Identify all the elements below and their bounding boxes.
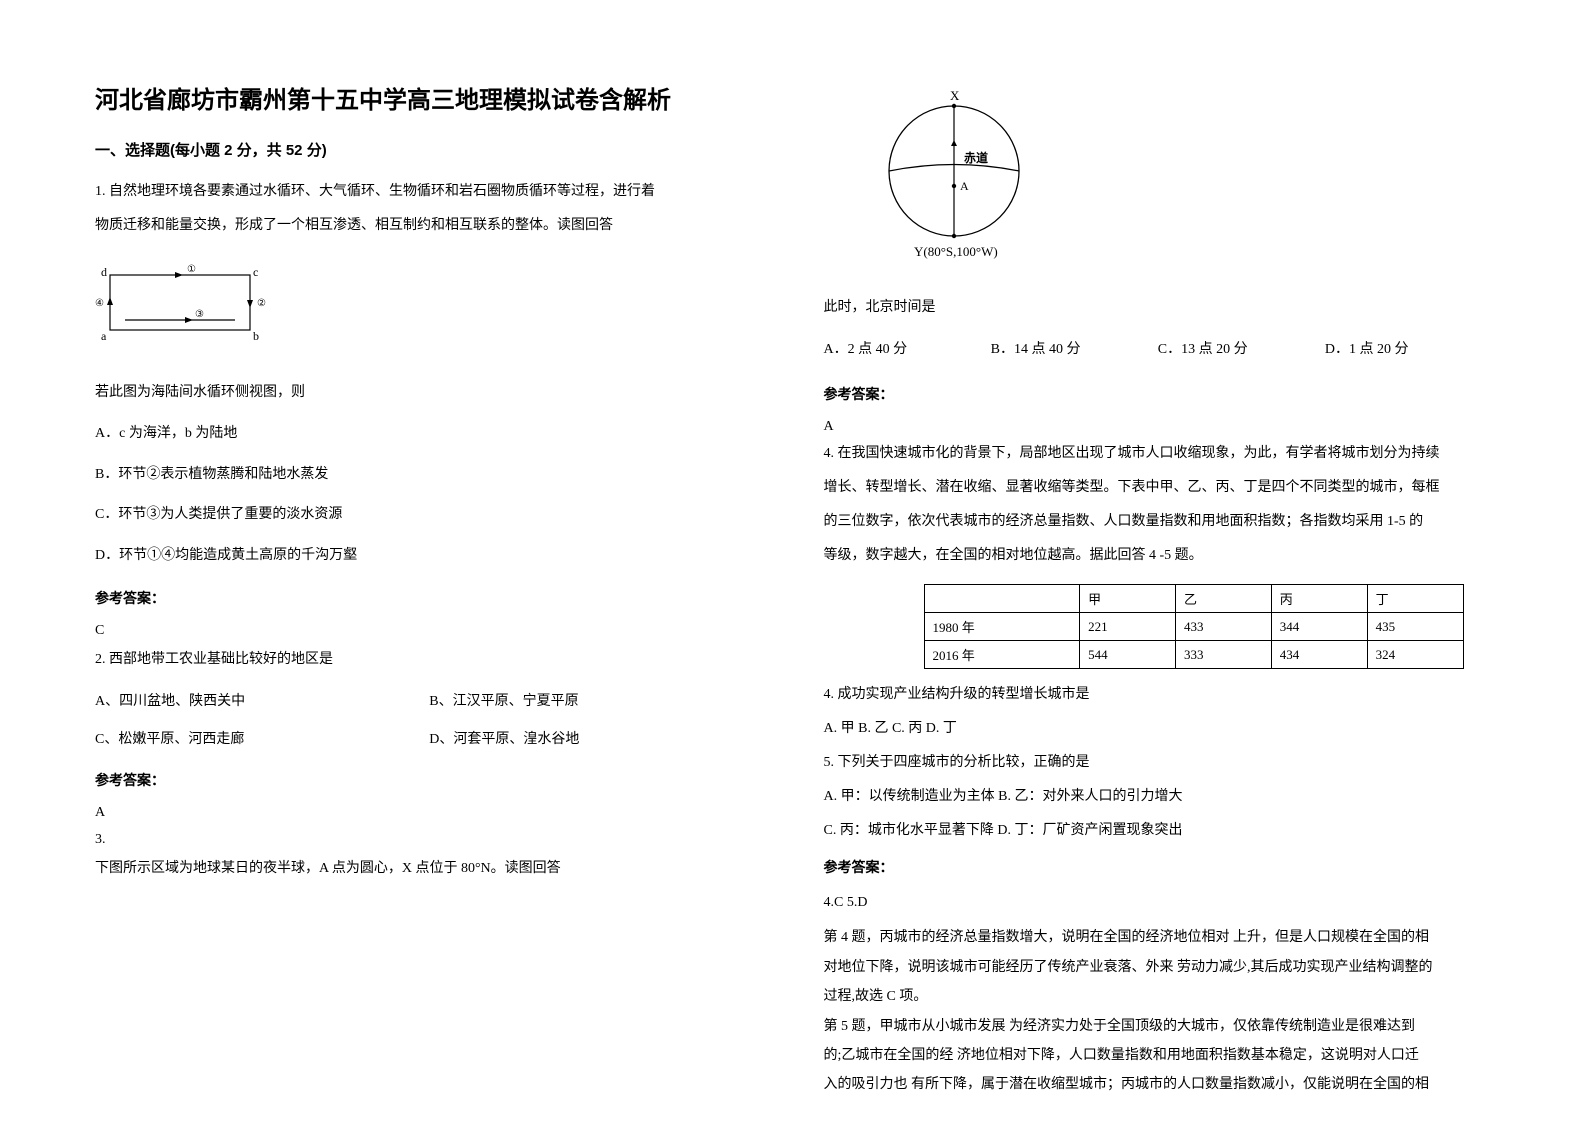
svg-text:d: d	[101, 265, 107, 279]
q2-optA: A、四川盆地、陕西关中	[95, 688, 429, 716]
q3-optD: D．1 点 20 分	[1325, 336, 1492, 364]
right-column: X 赤道 A Y(80°S,100°W) 此时，北京时间是 A．2 点 40 分…	[824, 80, 1493, 1082]
q2-stem: 2. 西部地带工农业基础比较好的地区是	[95, 646, 764, 674]
th-bing: 丙	[1271, 585, 1367, 613]
q2-stem-text: 西部地带工农业基础比较好的地区是	[109, 652, 333, 667]
svg-text:③: ③	[195, 309, 204, 320]
left-column: 河北省廊坊市霸州第十五中学高三地理模拟试卷含解析 一、选择题(每小题 2 分，共…	[95, 80, 764, 1082]
q4-stem2: 增长、转型增长、潜在收缩、显著收缩等类型。下表中甲、乙、丙、丁是四个不同类型的城…	[824, 474, 1493, 502]
q4-number: 4.	[824, 446, 835, 461]
svg-text:②: ②	[257, 298, 266, 309]
q2-opt-row1: A、四川盆地、陕西关中 B、江汉平原、宁夏平原	[95, 688, 764, 716]
cell: 433	[1175, 613, 1271, 641]
q2-optC: C、松嫩平原、河西走廊	[95, 726, 429, 754]
q3-optB: B．14 点 40 分	[991, 336, 1158, 364]
q3-number: 3.	[95, 829, 764, 851]
q4-explain5a: 第 5 题，甲城市从小城市发展 为经济实力处于全国顶级的大城市，仅依靠传统制造业…	[824, 1012, 1493, 1041]
th-yi: 乙	[1175, 585, 1271, 613]
q3-figure: X 赤道 A Y(80°S,100°W)	[864, 86, 1493, 276]
q4-explain4a: 第 4 题，丙城市的经济总量指数增大，说明在全国的经济地位相对 上升，但是人口规…	[824, 923, 1493, 952]
q1-optD: D．环节①④均能造成黄土高原的千沟万壑	[95, 541, 764, 572]
svg-text:①: ①	[187, 264, 196, 275]
table-row: 2016 年 544 333 434 324	[924, 641, 1463, 669]
q2-optD: D、河套平原、湟水谷地	[429, 726, 579, 754]
q3-stem: 下图所示区域为地球某日的夜半球，A 点为圆心，X 点位于 80°N。读图回答	[95, 855, 764, 883]
q3-options: A．2 点 40 分 B．14 点 40 分 C．13 点 20 分 D．1 点…	[824, 336, 1493, 364]
cell: 435	[1367, 613, 1463, 641]
cell: 2016 年	[924, 641, 1080, 669]
q1-answer-head: 参考答案：	[95, 588, 764, 608]
q1-optB: B．环节②表示植物蒸腾和陆地水蒸发	[95, 460, 764, 491]
q3-answer: A	[824, 416, 1493, 438]
cell: 1980 年	[924, 613, 1080, 641]
table-header-row: 甲 乙 丙 丁	[924, 585, 1463, 613]
q3-optA: A．2 点 40 分	[824, 336, 991, 364]
q4-answer: 4.C 5.D	[824, 889, 1493, 917]
q2-answer-head: 参考答案：	[95, 770, 764, 790]
q4-sub4-opts: A. 甲 B. 乙 C. 丙 D. 丁	[824, 715, 1493, 743]
q4-explain4c: 过程,故选 C 项。	[824, 982, 1493, 1011]
cell: 333	[1175, 641, 1271, 669]
q4-stem4: 等级，数字越大，在全国的相对地位越高。据此回答 4 -5 题。	[824, 542, 1493, 570]
q3-lead: 此时，北京时间是	[824, 294, 1493, 322]
cell: 544	[1080, 641, 1176, 669]
q3-optC: C．13 点 20 分	[1158, 336, 1325, 364]
cell: 434	[1271, 641, 1367, 669]
q4-sub5-optsCD: C. 丙：城市化水平显著下降 D. 丁：厂矿资产闲置现象突出	[824, 817, 1493, 845]
q4-explain5c: 入的吸引力也 有所下降，属于潜在收缩型城市；丙城市的人口数量指数减小，仅能说明在…	[824, 1070, 1493, 1099]
doc-title: 河北省廊坊市霸州第十五中学高三地理模拟试卷含解析	[95, 80, 764, 115]
cycle-diagram-svg: ① ④ ② ③ d c a b	[95, 260, 275, 360]
q4-stem3: 的三位数字，依次代表城市的经济总量指数、人口数量指数和用地面积指数；各指数均采用…	[824, 508, 1493, 536]
th-ding: 丁	[1367, 585, 1463, 613]
q2-opt-row2: C、松嫩平原、河西走廊 D、河套平原、湟水谷地	[95, 726, 764, 754]
q1-number: 1.	[95, 184, 106, 199]
svg-text:A: A	[960, 179, 969, 193]
q1-optC: C．环节③为人类提供了重要的淡水资源	[95, 500, 764, 531]
svg-text:X: X	[950, 88, 960, 103]
svg-text:a: a	[101, 329, 107, 343]
q1-answer: C	[95, 620, 764, 642]
section-heading: 一、选择题(每小题 2 分，共 52 分)	[95, 139, 764, 160]
q4-sub5: 5. 下列关于四座城市的分析比较，正确的是	[824, 749, 1493, 777]
table-row: 1980 年 221 433 344 435	[924, 613, 1463, 641]
svg-text:赤道: 赤道	[964, 150, 988, 165]
cell: 344	[1271, 613, 1367, 641]
q1-stem1: 自然地理环境各要素通过水循环、大气循环、生物循环和岩石圈物质循环等过程，进行着	[109, 184, 655, 199]
cell: 221	[1080, 613, 1176, 641]
q4-sub5-optsAB: A. 甲：以传统制造业为主体 B. 乙：对外来人口的引力增大	[824, 783, 1493, 811]
svg-text:b: b	[253, 329, 259, 343]
q4-sub4: 4. 成功实现产业结构升级的转型增长城市是	[824, 681, 1493, 709]
svg-text:c: c	[253, 265, 258, 279]
q4-stem1-text: 在我国快速城市化的背景下，局部地区出现了城市人口收缩现象，为此，有学者将城市划分…	[838, 446, 1440, 461]
q4-answer-head: 参考答案：	[824, 857, 1493, 877]
q2-answer: A	[95, 802, 764, 824]
q1-lead: 若此图为海陆间水循环侧视图，则	[95, 378, 764, 409]
q4-table: 甲 乙 丙 丁 1980 年 221 433 344 435 2016 年 54…	[924, 584, 1464, 669]
q1-optA: A．c 为海洋，b 为陆地	[95, 419, 764, 450]
q3-answer-head: 参考答案：	[824, 384, 1493, 404]
svg-text:Y(80°S,100°W): Y(80°S,100°W)	[914, 244, 998, 259]
th-jia: 甲	[1080, 585, 1176, 613]
q2-optB: B、江汉平原、宁夏平原	[429, 688, 578, 716]
th-blank	[924, 585, 1080, 613]
hemisphere-svg: X 赤道 A Y(80°S,100°W)	[864, 86, 1064, 276]
q1-stem-line2: 物质迁移和能量交换，形成了一个相互渗透、相互制约和相互联系的整体。读图回答	[95, 212, 764, 240]
svg-text:④: ④	[95, 298, 104, 309]
cell: 324	[1367, 641, 1463, 669]
q4-explain4b: 对地位下降，说明该城市可能经历了传统产业衰落、外来 劳动力减少,其后成功实现产业…	[824, 953, 1493, 982]
q4-explain5b: 的;乙城市在全国的经 济地位相对下降，人口数量指数和用地面积指数基本稳定，这说明…	[824, 1041, 1493, 1070]
q1-stem-line1: 1. 自然地理环境各要素通过水循环、大气循环、生物循环和岩石圈物质循环等过程，进…	[95, 178, 764, 206]
q2-number: 2.	[95, 652, 106, 667]
q1-figure: ① ④ ② ③ d c a b	[95, 260, 764, 360]
q4-stem1: 4. 在我国快速城市化的背景下，局部地区出现了城市人口收缩现象，为此，有学者将城…	[824, 440, 1493, 468]
